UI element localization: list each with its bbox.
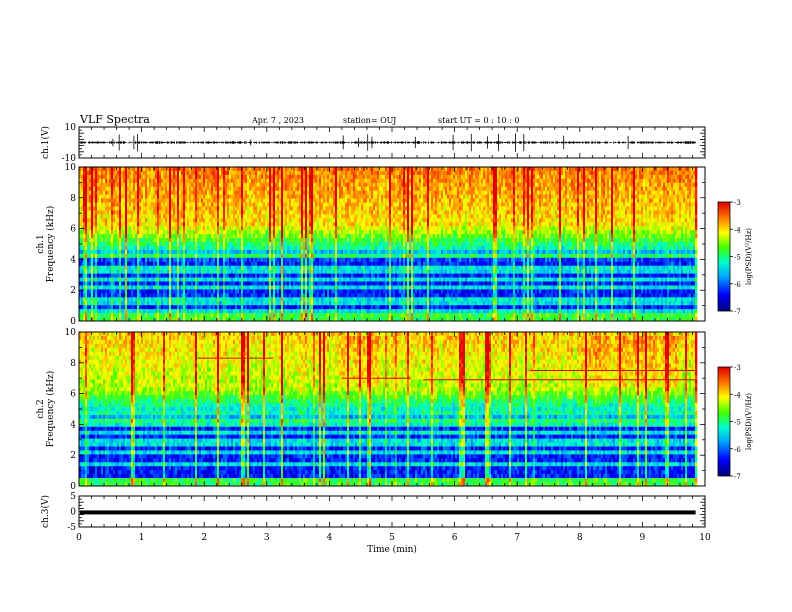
x-tick-label: 6 <box>452 533 458 543</box>
x-axis-label: Time (min) <box>367 544 417 555</box>
y-tick-label: 10 <box>65 123 77 133</box>
colorbar-label: log(PSD)(V²/Hz) <box>745 393 753 450</box>
y-axis-label: ch.3(V) <box>40 495 51 528</box>
colorbar-scale <box>718 202 730 311</box>
y-axis-label: Frequency (kHz) <box>45 371 56 448</box>
y-tick-label: -5 <box>67 523 76 533</box>
colorbar-tick-label: -7 <box>734 308 741 316</box>
colorbar-tick-label: -4 <box>734 226 741 234</box>
y-tick-label: 8 <box>70 359 76 369</box>
x-tick-label: 8 <box>577 533 583 543</box>
x-tick-label: 3 <box>264 533 270 543</box>
y-tick-label: 4 <box>70 255 76 265</box>
y-axis-label: ch.2 <box>36 399 46 418</box>
x-tick-label: 5 <box>389 533 395 543</box>
colorbar-scale <box>718 367 730 476</box>
colorbar-tick-label: -7 <box>734 473 741 481</box>
ch3-waveform-panel: 5 0 -5 ch.3(V) <box>40 492 705 533</box>
x-tick-label: 4 <box>327 533 333 543</box>
x-tick-label: 2 <box>201 533 207 543</box>
ch1-spectrogram-panel: 0 2 4 6 8 10 ch.1 Frequency (kHz) <box>36 163 705 327</box>
colorbar-tick-label: -3 <box>734 364 741 372</box>
y-tick-label: 0 <box>70 508 76 518</box>
colorbar-tick-label: -4 <box>734 391 741 399</box>
y-tick-label: 6 <box>70 390 76 400</box>
ch1-waveform-trace <box>80 133 695 151</box>
colorbar-tick-label: -6 <box>734 446 741 454</box>
ch2-colorbar: -3 -4 -5 -6 -7 log(PSD)(V²/Hz) <box>718 364 753 481</box>
y-tick-label: 5 <box>70 492 76 502</box>
y-tick-label: 0 <box>70 482 76 492</box>
spectrogram-cells <box>79 332 697 486</box>
ch3-waveform-trace <box>80 510 696 514</box>
colorbar-tick-label: -5 <box>734 254 741 262</box>
spectrogram-cells <box>79 167 697 321</box>
colorbar-tick-label: -3 <box>734 199 741 207</box>
y-tick-label: 2 <box>70 286 76 296</box>
y-tick-label: 4 <box>70 420 76 430</box>
y-tick-label: 8 <box>70 194 76 204</box>
x-tick-label: 10 <box>699 533 711 543</box>
y-tick-label: 6 <box>70 225 76 235</box>
y-axis-label: ch.1(V) <box>40 126 51 159</box>
x-tick-label: 7 <box>514 533 520 543</box>
y-tick-label: 10 <box>65 328 77 338</box>
y-axis-label: Frequency (kHz) <box>45 206 56 283</box>
y-tick-label: 10 <box>65 163 77 173</box>
x-tick-label: 9 <box>640 533 646 543</box>
y-axis-label: ch.1 <box>36 234 46 253</box>
ch1-colorbar: -3 -4 -5 -6 -7 log(PSD)(V²/Hz) <box>718 199 753 316</box>
colorbar-tick-label: -6 <box>734 281 741 289</box>
time-axis: 0 1 2 3 4 5 6 7 8 9 10 Time (min) <box>76 533 711 555</box>
colorbar-tick-label: -5 <box>734 419 741 427</box>
y-tick-label: 2 <box>70 451 76 461</box>
colorbar-label: log(PSD)(V²/Hz) <box>745 228 753 285</box>
ch2-spectrogram-panel: 0 2 4 6 8 10 ch.2 Frequency (kHz) <box>36 328 705 492</box>
y-tick-label: 0 <box>70 317 76 327</box>
x-tick-label: 0 <box>76 533 82 543</box>
x-tick-label: 1 <box>139 533 145 543</box>
